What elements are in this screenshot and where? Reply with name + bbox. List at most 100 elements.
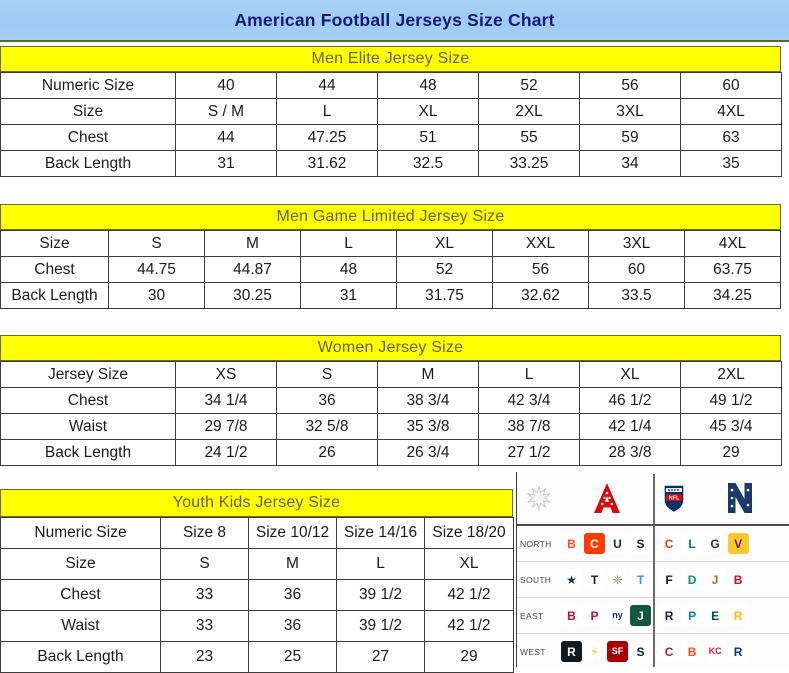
table-cell: 32 5/8	[276, 413, 378, 440]
texans-logo: T	[584, 569, 605, 590]
table-cell: 36	[248, 610, 337, 642]
table-row: Chest 34 1/4 36 38 3/4 42 3/4 46 1/2 49 1/2	[0, 387, 782, 414]
cowboys-logo: ★	[561, 569, 582, 590]
table-cell: 31	[300, 282, 397, 309]
size-table-women: Jersey Size XS S M L XL 2XL Chest 34 1/4 36 38 3/4…	[0, 361, 782, 466]
row-label: Size	[0, 548, 161, 580]
table-cell: L	[300, 230, 397, 257]
table-cell: S	[276, 361, 378, 388]
table-cell: 4XL	[680, 98, 782, 125]
table-cell: 47.25	[276, 124, 378, 151]
svg-text:NFL: NFL	[669, 496, 680, 502]
giants-logo: ny	[607, 605, 628, 626]
jets-logo: J	[630, 605, 651, 626]
row-label: Chest	[0, 256, 109, 283]
table-cell: 29	[424, 641, 514, 673]
table-cell: 38 7/8	[478, 413, 580, 440]
row-label: Jersey Size	[0, 361, 176, 388]
colts-logo: U	[607, 533, 628, 554]
row-label: Size	[0, 98, 176, 125]
table-cell: 40	[175, 72, 277, 99]
table-cell: 3XL	[588, 230, 685, 257]
row-label: Numeric Size	[0, 517, 161, 549]
section-heading: Women Jersey Size	[317, 339, 464, 356]
chiefs-logo: KC	[704, 641, 726, 662]
row-label: Size	[0, 230, 109, 257]
browns-logo: C	[584, 533, 605, 554]
table-cell: 36	[276, 387, 378, 414]
table-row: Chest 44.75 44.87 48 52 56 60 63.75	[0, 256, 781, 283]
falcons-logo: F	[658, 569, 680, 590]
page-title: American Football Jerseys Size Chart	[234, 9, 555, 30]
table-cell: 44	[175, 124, 277, 151]
redskins-logo: R	[727, 605, 749, 626]
buccaneers-logo: B	[727, 569, 749, 590]
table-cell: 34 1/4	[175, 387, 277, 414]
table-cell: 42 3/4	[478, 387, 580, 414]
table-cell: 29	[680, 439, 782, 466]
table-cell: 23	[160, 641, 249, 673]
row-label: Waist	[0, 610, 161, 642]
table-cell: 55	[478, 124, 580, 151]
section-heading: Youth Kids Jersey Size	[172, 494, 341, 511]
table-row: Size S M L XL	[0, 548, 514, 580]
table-row: Size S / M L XL 2XL 3XL 4XL	[0, 98, 782, 125]
division-label: EAST	[520, 610, 544, 621]
table-row: Back Length 24 1/2 26 26 3/4 27 1/2 28 3/8 29	[0, 439, 782, 466]
table-cell: 35 3/8	[377, 413, 479, 440]
section-women: Women Jersey Size Jersey Size XS S M L XL 2XL C…	[0, 335, 782, 466]
row-label: Back Length	[0, 150, 176, 177]
saints-logo: ❈	[607, 569, 628, 590]
table-cell: M	[204, 230, 301, 257]
row-label: Chest	[0, 124, 176, 151]
table-cell: 32.62	[492, 282, 589, 309]
size-table-men-game-limited: Size S M L XL XXL 3XL 4XL Chest 44.75 44.87 48 52 56 6…	[0, 230, 781, 309]
table-cell: M	[377, 361, 479, 388]
row-label: Back Length	[0, 282, 109, 309]
table-cell: XS	[175, 361, 277, 388]
table-cell: 52	[396, 256, 493, 283]
division-row: WEST R ⚡ SF S C B KC R	[517, 634, 789, 667]
table-cell: 49 1/2	[680, 387, 782, 414]
table-cell: Size 18/20	[424, 517, 514, 549]
rams-logo: R	[727, 641, 749, 662]
nfc-team-logos: C B KC R	[658, 641, 789, 662]
table-cell: 4XL	[684, 230, 781, 257]
table-cell: 33.5	[588, 282, 685, 309]
division-label: SOUTH	[520, 574, 552, 585]
section-heading: Men Game Limited Jersey Size	[276, 208, 505, 225]
table-cell: 28 3/8	[579, 439, 681, 466]
section-heading-band: Men Elite Jersey Size	[0, 46, 781, 72]
size-table-youth-kids: Numeric Size Size 8 Size 10/12 Size 14/16 Si…	[0, 517, 514, 673]
table-cell: 33	[160, 610, 249, 642]
nfc-logo-icon	[695, 481, 785, 515]
raiders-logo: R	[561, 641, 582, 662]
table-cell: L	[336, 548, 425, 580]
table-cell: 45 3/4	[680, 413, 782, 440]
table-row: Waist 33 36 39 1/2 42 1/2	[0, 610, 514, 642]
table-cell: XL	[579, 361, 681, 388]
starburst-icon	[517, 485, 561, 511]
table-cell: S	[108, 230, 205, 257]
table-cell: 46 1/2	[579, 387, 681, 414]
table-cell: 29 7/8	[175, 413, 277, 440]
jaguars-logo: J	[704, 569, 726, 590]
table-row: Waist 29 7/8 32 5/8 35 3/8 38 7/8 42 1/4 45 3/…	[0, 413, 782, 440]
table-row: Chest 44 47.25 51 55 59 63	[0, 124, 782, 151]
table-cell: 26 3/4	[377, 439, 479, 466]
section-heading-band: Youth Kids Jersey Size	[0, 489, 513, 517]
table-cell: 60	[588, 256, 685, 283]
division-label: WEST	[520, 646, 546, 657]
table-cell: 2XL	[478, 98, 580, 125]
table-cell: 27	[336, 641, 425, 673]
row-label: Chest	[0, 387, 176, 414]
table-cell: 39 1/2	[336, 610, 425, 642]
table-cell: 31.62	[276, 150, 378, 177]
